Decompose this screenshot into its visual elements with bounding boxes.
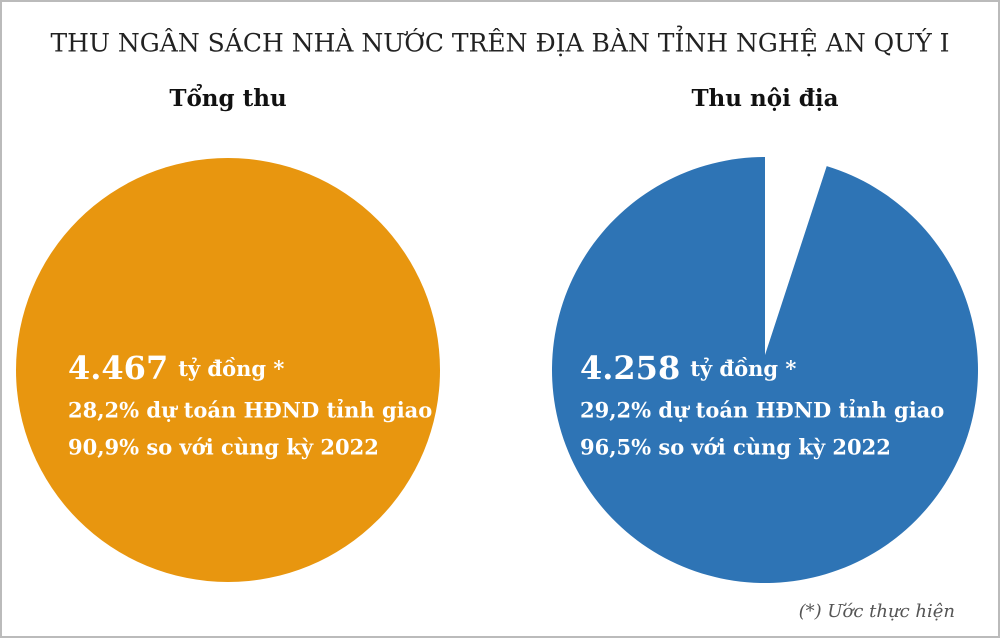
value-line: 4.467 tỷ đồng * (68, 349, 284, 387)
pie-title: Thu nội địa (691, 85, 838, 112)
pie-slice (551, 156, 978, 583)
title: THU NGÂN SÁCH NHÀ NƯỚC TRÊN ĐỊA BÀN TỈNH… (50, 26, 949, 58)
value-label: 4.467 (68, 349, 168, 387)
note: 28,2% dự toán HĐND tỉnh giao (68, 398, 432, 423)
unit: tỷ đồng * (178, 356, 284, 381)
unit: tỷ đồng * (690, 356, 796, 381)
footnote: (*) Ước thực hiện (799, 601, 955, 622)
note: 29,2% dự toán HĐND tỉnh giao (580, 398, 944, 423)
value-label: 4.258 (580, 349, 680, 387)
pie-title: Tổng thu (169, 84, 286, 112)
note: 90,9% so với cùng kỳ 2022 (68, 435, 379, 460)
value-line: 4.258 tỷ đồng * (580, 349, 796, 387)
note: 96,5% so với cùng kỳ 2022 (580, 435, 891, 460)
pie-slice (16, 158, 440, 582)
